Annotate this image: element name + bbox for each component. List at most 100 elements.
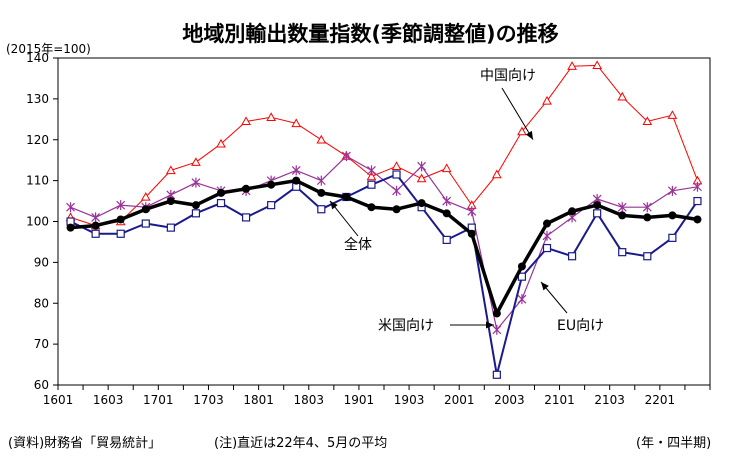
source-note: (資料)財務省「貿易統計」 bbox=[8, 436, 162, 451]
data-point bbox=[492, 309, 501, 318]
x-tick-label: 1903 bbox=[394, 393, 425, 407]
data-point bbox=[668, 211, 677, 220]
data-point bbox=[292, 176, 301, 185]
y-tick-label: 80 bbox=[34, 296, 49, 310]
data-point bbox=[667, 110, 678, 119]
data-point bbox=[267, 201, 276, 210]
data-point bbox=[316, 134, 327, 144]
x-tick-label: 2001 bbox=[444, 393, 475, 407]
base-year-note: (2015年=100) bbox=[6, 42, 91, 56]
data-point bbox=[467, 206, 477, 217]
y-tick-label: 120 bbox=[26, 133, 49, 147]
data-point bbox=[317, 188, 326, 197]
data-point bbox=[191, 209, 201, 218]
data-point bbox=[141, 205, 150, 214]
data-point bbox=[217, 188, 225, 197]
plot-frame bbox=[57, 57, 711, 386]
series-line bbox=[70, 178, 698, 316]
data-point bbox=[216, 199, 226, 208]
data-point bbox=[391, 161, 402, 171]
y-tick-label: 140 bbox=[26, 51, 49, 65]
data-point bbox=[91, 229, 100, 238]
data-point bbox=[517, 126, 527, 136]
data-point bbox=[593, 201, 602, 210]
annotation-label: EU向け bbox=[557, 318, 604, 334]
data-point bbox=[618, 248, 627, 257]
data-point bbox=[341, 151, 351, 162]
data-point bbox=[367, 165, 376, 176]
x-tick-label: 2101 bbox=[544, 393, 575, 407]
data-point bbox=[542, 230, 552, 241]
data-point bbox=[91, 221, 100, 230]
series-line bbox=[70, 64, 698, 227]
data-point bbox=[166, 223, 175, 232]
series-line bbox=[70, 173, 699, 376]
data-point bbox=[567, 61, 577, 70]
x-tick-label: 1901 bbox=[344, 393, 375, 407]
data-point bbox=[316, 175, 326, 186]
data-point bbox=[442, 196, 452, 207]
data-point bbox=[567, 252, 577, 261]
data-point bbox=[492, 370, 501, 379]
data-point bbox=[191, 157, 201, 166]
data-point bbox=[517, 294, 527, 305]
y-tick-label: 90 bbox=[34, 255, 49, 269]
annotation-arrow-head bbox=[330, 200, 338, 210]
data-point bbox=[416, 173, 427, 183]
annotation-arrow bbox=[501, 87, 534, 140]
data-point bbox=[291, 165, 301, 176]
data-point bbox=[116, 229, 125, 238]
data-point bbox=[242, 184, 251, 193]
x-tick-label: 1701 bbox=[143, 393, 174, 407]
data-point bbox=[693, 196, 702, 206]
chart-title: 地域別輸出数量指数(季節調整値)の推移 bbox=[182, 22, 559, 46]
annotation-label: 中国向け bbox=[480, 68, 536, 84]
x-axis-note: (年・四半期) bbox=[636, 436, 712, 451]
y-tick-label: 130 bbox=[26, 92, 49, 106]
data-point bbox=[693, 181, 702, 192]
series-circle bbox=[66, 176, 702, 318]
y-tick-label: 110 bbox=[26, 174, 49, 188]
data-point bbox=[593, 209, 602, 218]
data-point bbox=[342, 192, 351, 201]
data-point bbox=[643, 252, 652, 261]
x-tick-label: 1703 bbox=[193, 393, 224, 407]
x-tick-label: 1601 bbox=[43, 393, 74, 407]
data-point bbox=[693, 215, 702, 224]
data-point bbox=[542, 243, 552, 253]
data-point bbox=[91, 212, 101, 223]
x-tick-label: 2003 bbox=[494, 393, 525, 407]
data-point bbox=[317, 205, 326, 214]
data-point bbox=[241, 116, 251, 126]
x-tick-label: 2201 bbox=[645, 393, 676, 407]
data-point bbox=[618, 211, 627, 220]
data-point bbox=[442, 235, 451, 244]
x-tick-label: 1801 bbox=[243, 393, 274, 407]
data-point bbox=[165, 165, 176, 175]
annotation-arrow-head bbox=[486, 321, 494, 329]
data-point bbox=[266, 112, 277, 121]
data-point bbox=[367, 203, 376, 212]
data-point bbox=[642, 202, 652, 213]
data-point bbox=[392, 170, 401, 179]
data-point bbox=[667, 185, 677, 196]
data-point bbox=[191, 177, 201, 188]
data-point bbox=[643, 213, 652, 222]
data-point bbox=[116, 200, 126, 211]
data-point bbox=[291, 118, 302, 128]
data-point bbox=[517, 262, 526, 271]
series-line bbox=[70, 155, 698, 331]
data-point bbox=[491, 169, 502, 179]
data-point bbox=[417, 161, 427, 172]
data-point bbox=[392, 185, 401, 196]
data-point bbox=[467, 229, 476, 238]
x-tick-label: 1603 bbox=[93, 393, 124, 407]
data-point bbox=[568, 207, 577, 216]
data-point bbox=[668, 233, 677, 242]
data-point bbox=[492, 324, 502, 335]
annotation-arrow-head bbox=[541, 282, 549, 291]
data-point bbox=[441, 163, 452, 173]
data-point bbox=[267, 180, 276, 189]
annotation-label: 全体 bbox=[344, 236, 372, 253]
